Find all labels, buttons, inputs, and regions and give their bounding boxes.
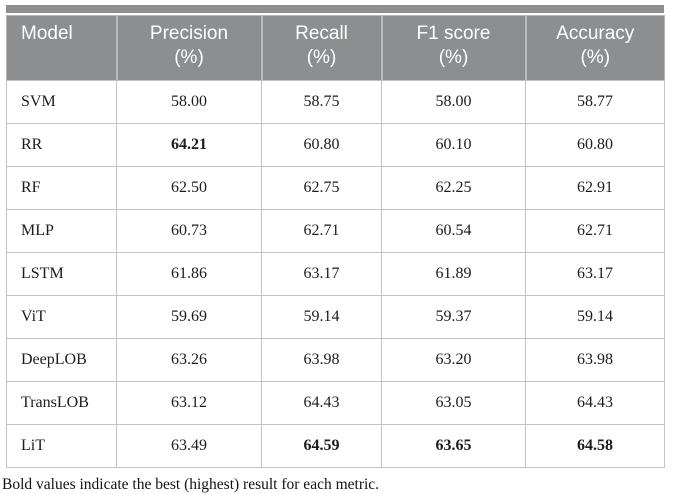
value-cell: 60.54 bbox=[381, 209, 526, 253]
model-cell: MLP bbox=[6, 209, 117, 253]
value-cell: 60.10 bbox=[381, 123, 526, 167]
value-cell: 63.98 bbox=[261, 338, 382, 382]
column-header-unit: (%) bbox=[438, 47, 469, 68]
value-cell: 58.00 bbox=[116, 80, 262, 124]
table-row: ViT 59.69 59.14 59.37 59.14 bbox=[6, 295, 665, 339]
value-cell: 63.65 bbox=[381, 424, 526, 468]
value-cell: 60.73 bbox=[116, 209, 262, 253]
value-cell: 64.21 bbox=[116, 123, 262, 167]
model-cell: TransLOB bbox=[6, 381, 117, 425]
table-row: TransLOB 63.12 64.43 63.05 64.43 bbox=[6, 381, 665, 425]
column-header-unit: (%) bbox=[174, 47, 204, 68]
table-row: LiT 63.49 64.59 63.65 64.58 bbox=[6, 424, 665, 468]
value-cell: 58.77 bbox=[525, 80, 665, 124]
table-header: Model Precision (%) Recall (%) F1 score (%) Acc… bbox=[6, 15, 665, 81]
model-cell: LiT bbox=[6, 424, 117, 468]
column-header-precision: Precision (%) bbox=[115, 15, 262, 81]
value-cell: 58.75 bbox=[261, 80, 382, 124]
column-header-unit: (%) bbox=[580, 47, 611, 68]
table-body: SVM 58.00 58.75 58.00 58.77 RR 64.21 60.80 60.10… bbox=[6, 80, 665, 468]
column-header-unit: (%) bbox=[306, 47, 337, 68]
model-cell: SVM bbox=[6, 80, 117, 124]
table-row: MLP 60.73 62.71 60.54 62.71 bbox=[6, 209, 665, 253]
value-cell: 63.12 bbox=[116, 381, 262, 425]
value-cell: 62.71 bbox=[261, 209, 382, 253]
table-row: RF 62.50 62.75 62.25 62.91 bbox=[6, 166, 665, 210]
value-cell: 62.91 bbox=[525, 166, 665, 210]
value-cell: 62.50 bbox=[116, 166, 262, 210]
value-cell: 59.14 bbox=[525, 295, 665, 339]
table-row: DeepLOB 63.26 63.98 63.20 63.98 bbox=[6, 338, 665, 382]
column-header-label: Precision bbox=[149, 23, 229, 44]
value-cell: 60.80 bbox=[261, 123, 382, 167]
column-header-recall: Recall (%) bbox=[260, 15, 382, 81]
model-cell: DeepLOB bbox=[6, 338, 117, 382]
header-row: Model Precision (%) Recall (%) F1 score (%) Acc… bbox=[6, 15, 665, 81]
value-cell: 62.75 bbox=[261, 166, 382, 210]
value-cell: 59.14 bbox=[261, 295, 382, 339]
value-cell: 58.00 bbox=[381, 80, 526, 124]
model-cell: ViT bbox=[6, 295, 117, 339]
column-header-f1-score: F1 score (%) bbox=[380, 15, 526, 81]
value-cell: 61.86 bbox=[116, 252, 262, 296]
value-cell: 59.37 bbox=[381, 295, 526, 339]
column-header-label: F1 score bbox=[416, 23, 491, 44]
column-header-accuracy: Accuracy (%) bbox=[524, 15, 665, 81]
column-header-label: Model bbox=[21, 23, 73, 44]
value-cell: 59.69 bbox=[116, 295, 262, 339]
value-cell: 63.98 bbox=[525, 338, 665, 382]
table-top-rule bbox=[6, 5, 664, 13]
value-cell: 62.25 bbox=[381, 166, 526, 210]
value-cell: 64.58 bbox=[525, 424, 665, 468]
column-header-label: Recall bbox=[295, 23, 348, 44]
column-header-model: Model bbox=[6, 15, 117, 81]
value-cell: 63.26 bbox=[116, 338, 262, 382]
table-row: LSTM 61.86 63.17 61.89 63.17 bbox=[6, 252, 665, 296]
value-cell: 63.20 bbox=[381, 338, 526, 382]
table-footnote: Bold values indicate the best (highest) … bbox=[2, 476, 380, 493]
value-cell: 63.49 bbox=[116, 424, 262, 468]
value-cell: 63.17 bbox=[525, 252, 665, 296]
results-table: Model Precision (%) Recall (%) F1 score (%) Acc… bbox=[6, 15, 665, 468]
model-cell: RR bbox=[6, 123, 117, 167]
table-row: SVM 58.00 58.75 58.00 58.77 bbox=[6, 80, 665, 124]
value-cell: 64.59 bbox=[261, 424, 382, 468]
value-cell: 62.71 bbox=[525, 209, 665, 253]
value-cell: 63.17 bbox=[261, 252, 382, 296]
model-cell: LSTM bbox=[6, 252, 117, 296]
value-cell: 64.43 bbox=[261, 381, 382, 425]
value-cell: 64.43 bbox=[525, 381, 665, 425]
model-cell: RF bbox=[6, 166, 117, 210]
value-cell: 61.89 bbox=[381, 252, 526, 296]
value-cell: 60.80 bbox=[525, 123, 665, 167]
table-row: RR 64.21 60.80 60.10 60.80 bbox=[6, 123, 665, 167]
column-header-label: Accuracy bbox=[556, 23, 635, 44]
value-cell: 63.05 bbox=[381, 381, 526, 425]
